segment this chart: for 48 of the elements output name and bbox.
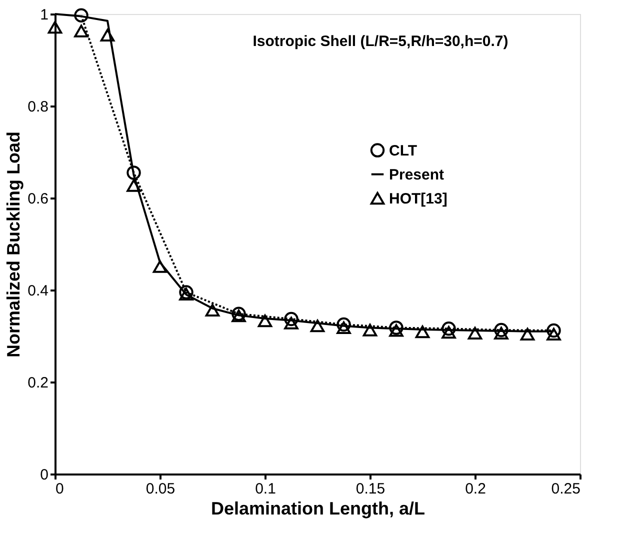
point <box>442 326 456 339</box>
point <box>284 312 298 326</box>
point <box>494 326 508 340</box>
point <box>179 285 194 300</box>
point <box>100 28 115 42</box>
point <box>48 21 62 34</box>
point <box>415 326 430 338</box>
point <box>152 260 168 273</box>
point <box>336 321 351 334</box>
x-tick-label: 0.2 <box>465 480 486 498</box>
point <box>362 324 378 336</box>
point <box>494 322 508 338</box>
point <box>520 328 535 340</box>
point <box>389 320 404 335</box>
y-tick-label: 0.8 <box>28 98 48 116</box>
x-tick-label: 0.05 <box>146 480 176 498</box>
point <box>205 304 220 317</box>
x-tick-label: 0.25 <box>551 480 580 498</box>
y-tick-label: 0.6 <box>28 190 48 208</box>
y-tick-label: 1 <box>40 6 48 24</box>
point <box>232 309 246 322</box>
annotation: Isotropic Shell (L/R=5,R/h=30,h=0.7) <box>252 33 508 50</box>
point <box>546 328 561 340</box>
point <box>546 323 561 338</box>
y-tick-label: 0.2 <box>28 374 48 392</box>
point <box>442 322 456 336</box>
point <box>74 8 88 22</box>
legend-label: HOT[13] <box>389 190 448 208</box>
point <box>179 288 194 300</box>
point <box>468 326 482 340</box>
point <box>74 24 88 38</box>
x-tick-label: 0.1 <box>255 480 276 498</box>
x-axis-title: Delamination Length, a/L <box>210 498 426 518</box>
point <box>284 316 298 330</box>
point <box>336 317 351 332</box>
y-axis-title: Normalized Buckling Load <box>4 131 24 358</box>
point <box>232 306 246 322</box>
point <box>258 314 272 328</box>
y-tick-label: 0.4 <box>28 282 48 300</box>
point <box>126 179 141 192</box>
legend-label: Present <box>389 166 444 184</box>
x-tick-label: 0 <box>56 480 64 498</box>
legend-label: CLT <box>389 142 418 160</box>
x-tick-label: 0.15 <box>356 480 386 498</box>
point <box>126 166 141 180</box>
point <box>389 324 404 337</box>
point <box>310 320 325 332</box>
y-tick-label: 0 <box>40 466 48 484</box>
